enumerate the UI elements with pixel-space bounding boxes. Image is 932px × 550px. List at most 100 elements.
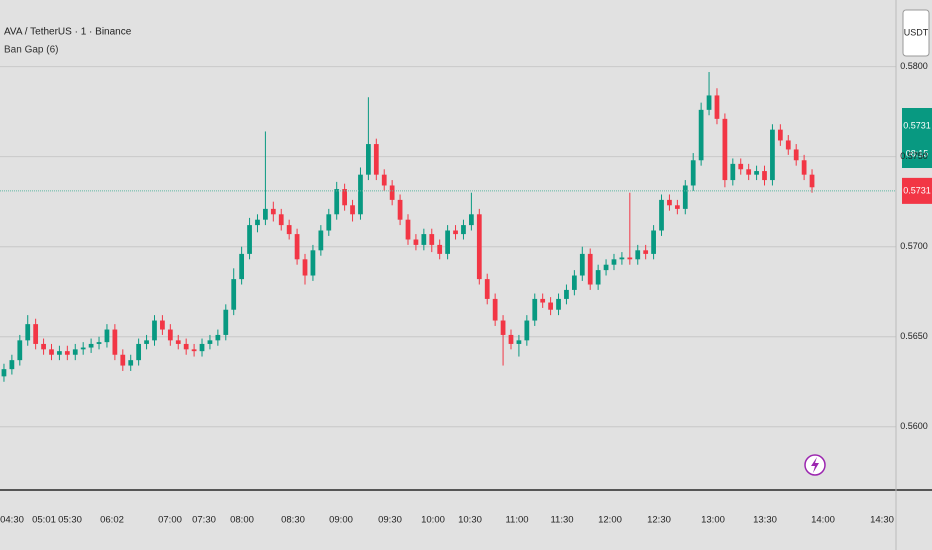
lightning: [811, 457, 819, 473]
candle-body: [564, 289, 569, 299]
candle-body: [33, 324, 39, 344]
x-tick-label: 05:30: [58, 515, 82, 526]
y-tick-label: 0.5650: [900, 331, 928, 341]
x-tick-label: 10:30: [458, 515, 482, 526]
candle-body: [809, 174, 815, 188]
candle-body: [294, 234, 300, 260]
candle-body: [49, 349, 54, 355]
x-tick-label: 14:00: [811, 515, 835, 526]
candle-body: [397, 199, 403, 220]
candle-body: [152, 320, 157, 341]
x-tick-label: 13:00: [701, 515, 725, 526]
candle-body: [9, 360, 15, 370]
candle-body: [160, 320, 165, 330]
x-tick-label: 09:30: [378, 515, 402, 526]
price-tag: 0.5731: [903, 120, 931, 130]
symbol-title: AVA / TetherUS · 1 · Binance: [4, 27, 132, 38]
candle-body: [762, 171, 767, 181]
candle-body: [635, 250, 641, 260]
candle-body: [286, 225, 292, 235]
candle-body: [41, 343, 46, 350]
candle-body: [690, 160, 696, 186]
x-tick-label: 11:30: [550, 515, 573, 526]
x-tick-label: 08:00: [230, 515, 254, 526]
y-tick-label: 0.5700: [900, 241, 928, 251]
currency: USDT: [904, 27, 929, 37]
candle-body: [611, 259, 617, 265]
candle-body: [191, 349, 197, 352]
x-tick-label: 10:00: [421, 515, 445, 526]
candle-body: [793, 149, 799, 161]
overlay: 0.5731 08:15 0.5731: [0, 108, 932, 204]
candle-body: [421, 234, 427, 245]
candle-body: [461, 225, 466, 235]
candle-body: [350, 205, 355, 215]
candle-body: [318, 230, 324, 251]
candle-body: [1, 369, 7, 377]
candle-body: [334, 189, 340, 215]
candle-body: [698, 109, 704, 161]
candle-body: [524, 320, 530, 341]
candle-body: [112, 329, 118, 355]
candle-body: [746, 169, 752, 175]
x-tick-label: 06:02: [100, 515, 124, 526]
currency-box[interactable]: [902, 9, 930, 57]
candle-body: [674, 205, 680, 209]
candle-body: [358, 174, 363, 215]
candle-body: [278, 214, 284, 226]
candle-body: [627, 257, 633, 260]
candle-body: [659, 199, 664, 231]
candle-body: [381, 174, 387, 186]
candle-body: [770, 129, 775, 181]
x-tick-label: 05:01: [32, 515, 56, 526]
candle-body: [72, 349, 78, 355]
candle-body: [366, 144, 371, 175]
x-tick-label: 14:30: [870, 515, 894, 526]
candle-body: [469, 214, 474, 226]
price-tag-bg: [902, 108, 932, 168]
candle-body: [80, 347, 86, 350]
candle-body: [255, 219, 260, 226]
candle-body: [413, 239, 419, 245]
candle-body: [389, 185, 395, 200]
x-tick-label: 11:00: [505, 515, 528, 526]
candle-body: [405, 219, 411, 240]
candle-body: [730, 163, 736, 181]
candle-body: [706, 95, 712, 110]
candle-body: [247, 225, 252, 254]
candle-body: [120, 354, 126, 366]
candles: [1, 72, 815, 382]
candle-body: [302, 259, 308, 276]
candle-body: [619, 257, 625, 260]
candle-body: [429, 234, 435, 245]
candle-body: [714, 95, 720, 119]
candle-body: [754, 171, 759, 175]
candle-body: [17, 340, 23, 361]
candle-body: [128, 360, 134, 366]
candle-body: [595, 270, 601, 285]
countdown: 08:15: [906, 148, 929, 158]
candle-body: [437, 244, 443, 254]
candle-body: [579, 253, 585, 276]
candle-body: [144, 340, 149, 344]
candle-body: [484, 279, 490, 299]
y-tick-label: 0.5600: [900, 421, 928, 431]
candle-body: [777, 129, 783, 141]
y-tick-label: 0.5800: [900, 61, 928, 71]
candle-body: [270, 208, 276, 215]
candle-body: [167, 329, 173, 341]
candle-body: [722, 118, 728, 181]
candle-body: [199, 343, 205, 352]
candle-body: [651, 230, 656, 254]
last-price-tag: 0.5731: [903, 185, 931, 195]
candle-body: [587, 253, 593, 285]
candle-body: [263, 208, 268, 220]
candle-body: [104, 329, 110, 343]
candle-body: [215, 334, 221, 341]
candle-body: [548, 302, 553, 310]
x-tick-label: 08:30: [281, 515, 305, 526]
candle-body: [207, 340, 213, 344]
candle-body: [508, 334, 514, 344]
